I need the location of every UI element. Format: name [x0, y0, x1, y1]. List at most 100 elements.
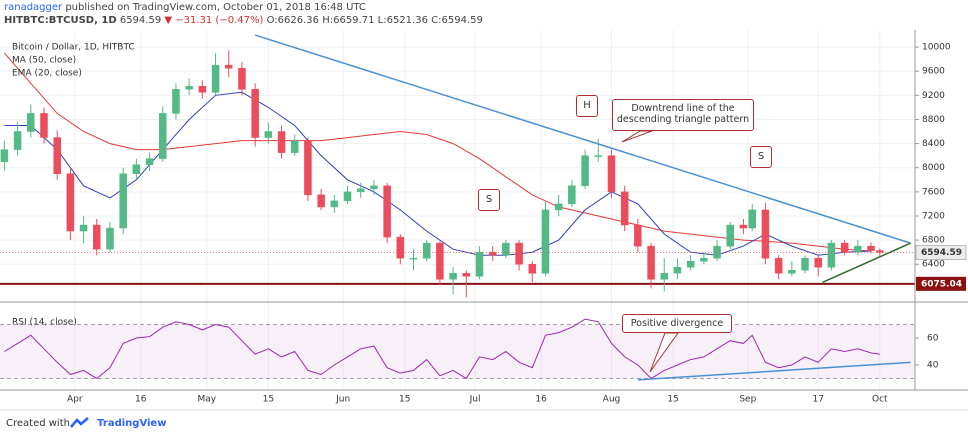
candle-body: [541, 209, 550, 274]
candle-body: [356, 188, 365, 193]
y-tick-label: 9200: [922, 91, 945, 101]
candle-body: [867, 245, 875, 251]
candle-body: [119, 173, 127, 229]
published: published on TradingView.com, October 01…: [65, 2, 366, 13]
grid: [0, 30, 915, 390]
candle-body: [840, 242, 849, 253]
ohlc-label: H:: [322, 15, 334, 26]
y-tick-label: 8800: [922, 115, 945, 125]
y-tick-label: 7200: [922, 211, 945, 221]
x-tick-label: Aug: [603, 395, 621, 405]
candle-body: [814, 257, 822, 268]
change: ▼ −31.31 (−0.47%): [164, 15, 264, 26]
pattern-label: S: [478, 189, 500, 211]
candle-body: [343, 191, 352, 202]
candle-body: [172, 89, 180, 114]
candle-body: [251, 89, 259, 138]
candle-body: [634, 224, 642, 247]
candle-body: [554, 203, 563, 211]
candle-body: [225, 64, 233, 69]
candle-body: [396, 236, 405, 259]
footer: Created with TradingView: [6, 417, 166, 429]
candle-body: [475, 251, 484, 277]
created-with: Created with: [6, 418, 70, 429]
candle-body: [607, 155, 616, 193]
x-tick-label: 17: [812, 395, 823, 405]
candle-body: [462, 273, 471, 277]
candle-body: [211, 64, 220, 93]
chart-title: Bitcoin / Dollar, 1D, HITBTC: [12, 43, 135, 53]
trend-line: [822, 242, 911, 284]
chart-background: [0, 30, 968, 410]
candle-body: [383, 185, 391, 238]
candle-body: [502, 242, 510, 256]
x-tick-label: Apr: [67, 395, 83, 405]
ohlc-value: 6521.36: [386, 15, 428, 26]
candle-body: [106, 227, 114, 250]
candle-body: [726, 224, 734, 247]
candle-body: [761, 209, 770, 259]
y-tick-label: 40: [927, 361, 939, 371]
candle-body: [686, 260, 695, 268]
callout-pointer: [621, 130, 653, 143]
candle-body: [647, 245, 655, 280]
x-tick-label: Sep: [739, 395, 756, 405]
ohlc-label: L:: [377, 15, 387, 26]
header-line: ranadagger published on TradingView.com,…: [4, 1, 483, 14]
candle-body: [317, 194, 325, 208]
candle-body: [277, 131, 286, 153]
candle-body: [739, 224, 748, 229]
candle-body: [409, 257, 418, 260]
candle-body: [801, 257, 809, 271]
candle-body: [449, 273, 457, 280]
level-label: 6075.04: [921, 279, 962, 289]
header: ranadagger published on TradingView.com,…: [4, 1, 483, 27]
candle-body: [290, 140, 299, 153]
marks: [0, 34, 915, 381]
candle-body: [422, 242, 431, 259]
candle-body: [330, 200, 339, 208]
x-tick-label: 15: [399, 395, 410, 405]
y-tick-label: 7600: [922, 187, 945, 197]
y-tick-label: 6400: [922, 260, 945, 270]
candle-body: [159, 113, 167, 159]
pattern-label: H: [576, 95, 598, 117]
candle-body: [132, 164, 141, 174]
candle-body: [198, 86, 207, 93]
y-tick-label: 60: [927, 334, 939, 344]
ohlc-label: O:: [266, 15, 278, 26]
candle-body: [660, 273, 669, 280]
price-label-box: [915, 244, 967, 260]
x-tick-label: Oct: [872, 395, 888, 405]
ohlc-value: 6626.36: [277, 15, 320, 26]
candle-body: [79, 224, 88, 232]
candle-body: [370, 185, 378, 190]
rsi-line: [4, 318, 880, 380]
y-tick-label: 6800: [922, 236, 945, 246]
ohlc-value: 6659.71: [333, 15, 375, 26]
candle-body: [0, 149, 9, 162]
candle-body: [774, 257, 783, 274]
y-tick-label: 10000: [922, 43, 951, 53]
candle-body: [436, 242, 444, 280]
candle-body: [528, 263, 537, 274]
candle-body: [66, 173, 75, 232]
candle-body: [673, 267, 682, 274]
candle-body: [185, 86, 193, 90]
candle-body: [700, 257, 708, 262]
x-tick-label: 16: [135, 395, 147, 405]
callout-pointer: [649, 332, 679, 373]
y-tick-label: 9600: [922, 67, 945, 77]
level-label-box: [916, 276, 966, 291]
candle-body: [788, 270, 796, 274]
candle-body: [581, 155, 589, 187]
x-tick-label: 16: [535, 395, 547, 405]
candle-body: [304, 140, 312, 196]
candle-body: [568, 185, 576, 205]
candle-body: [594, 155, 603, 157]
candle-body: [40, 113, 48, 138]
author: ranadagger: [4, 2, 63, 13]
x-tick-label: Jul: [469, 395, 481, 405]
symbol: HITBTC:BTCUSD, 1D: [4, 15, 117, 26]
